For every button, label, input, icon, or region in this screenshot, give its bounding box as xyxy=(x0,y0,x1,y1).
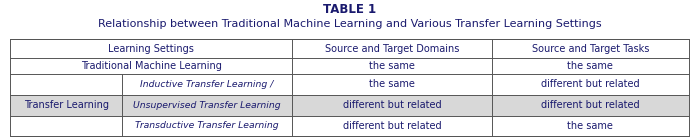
Text: Learning Settings: Learning Settings xyxy=(108,44,194,54)
Text: different but related: different but related xyxy=(541,79,640,89)
Bar xyxy=(10,39,689,136)
Text: the same: the same xyxy=(568,61,613,71)
Text: Transfer Learning: Transfer Learning xyxy=(24,100,109,110)
Text: the same: the same xyxy=(568,121,613,131)
Bar xyxy=(10,95,689,115)
Text: Relationship between Traditional Machine Learning and Various Transfer Learning : Relationship between Traditional Machine… xyxy=(98,19,601,29)
Text: Unsupervised Transfer Learning: Unsupervised Transfer Learning xyxy=(134,101,281,110)
Bar xyxy=(10,39,689,136)
Text: Transductive Transfer Learning: Transductive Transfer Learning xyxy=(136,121,279,130)
Text: Source and Target Tasks: Source and Target Tasks xyxy=(531,44,649,54)
Text: the same: the same xyxy=(369,61,415,71)
Text: different but related: different but related xyxy=(541,100,640,110)
Text: Traditional Machine Learning: Traditional Machine Learning xyxy=(81,61,222,71)
Text: TABLE 1: TABLE 1 xyxy=(323,3,376,16)
Text: Source and Target Domains: Source and Target Domains xyxy=(325,44,459,54)
Text: the same: the same xyxy=(369,79,415,89)
Text: different but related: different but related xyxy=(343,121,441,131)
Text: different but related: different but related xyxy=(343,100,441,110)
Text: Inductive Transfer Learning /: Inductive Transfer Learning / xyxy=(140,80,274,89)
